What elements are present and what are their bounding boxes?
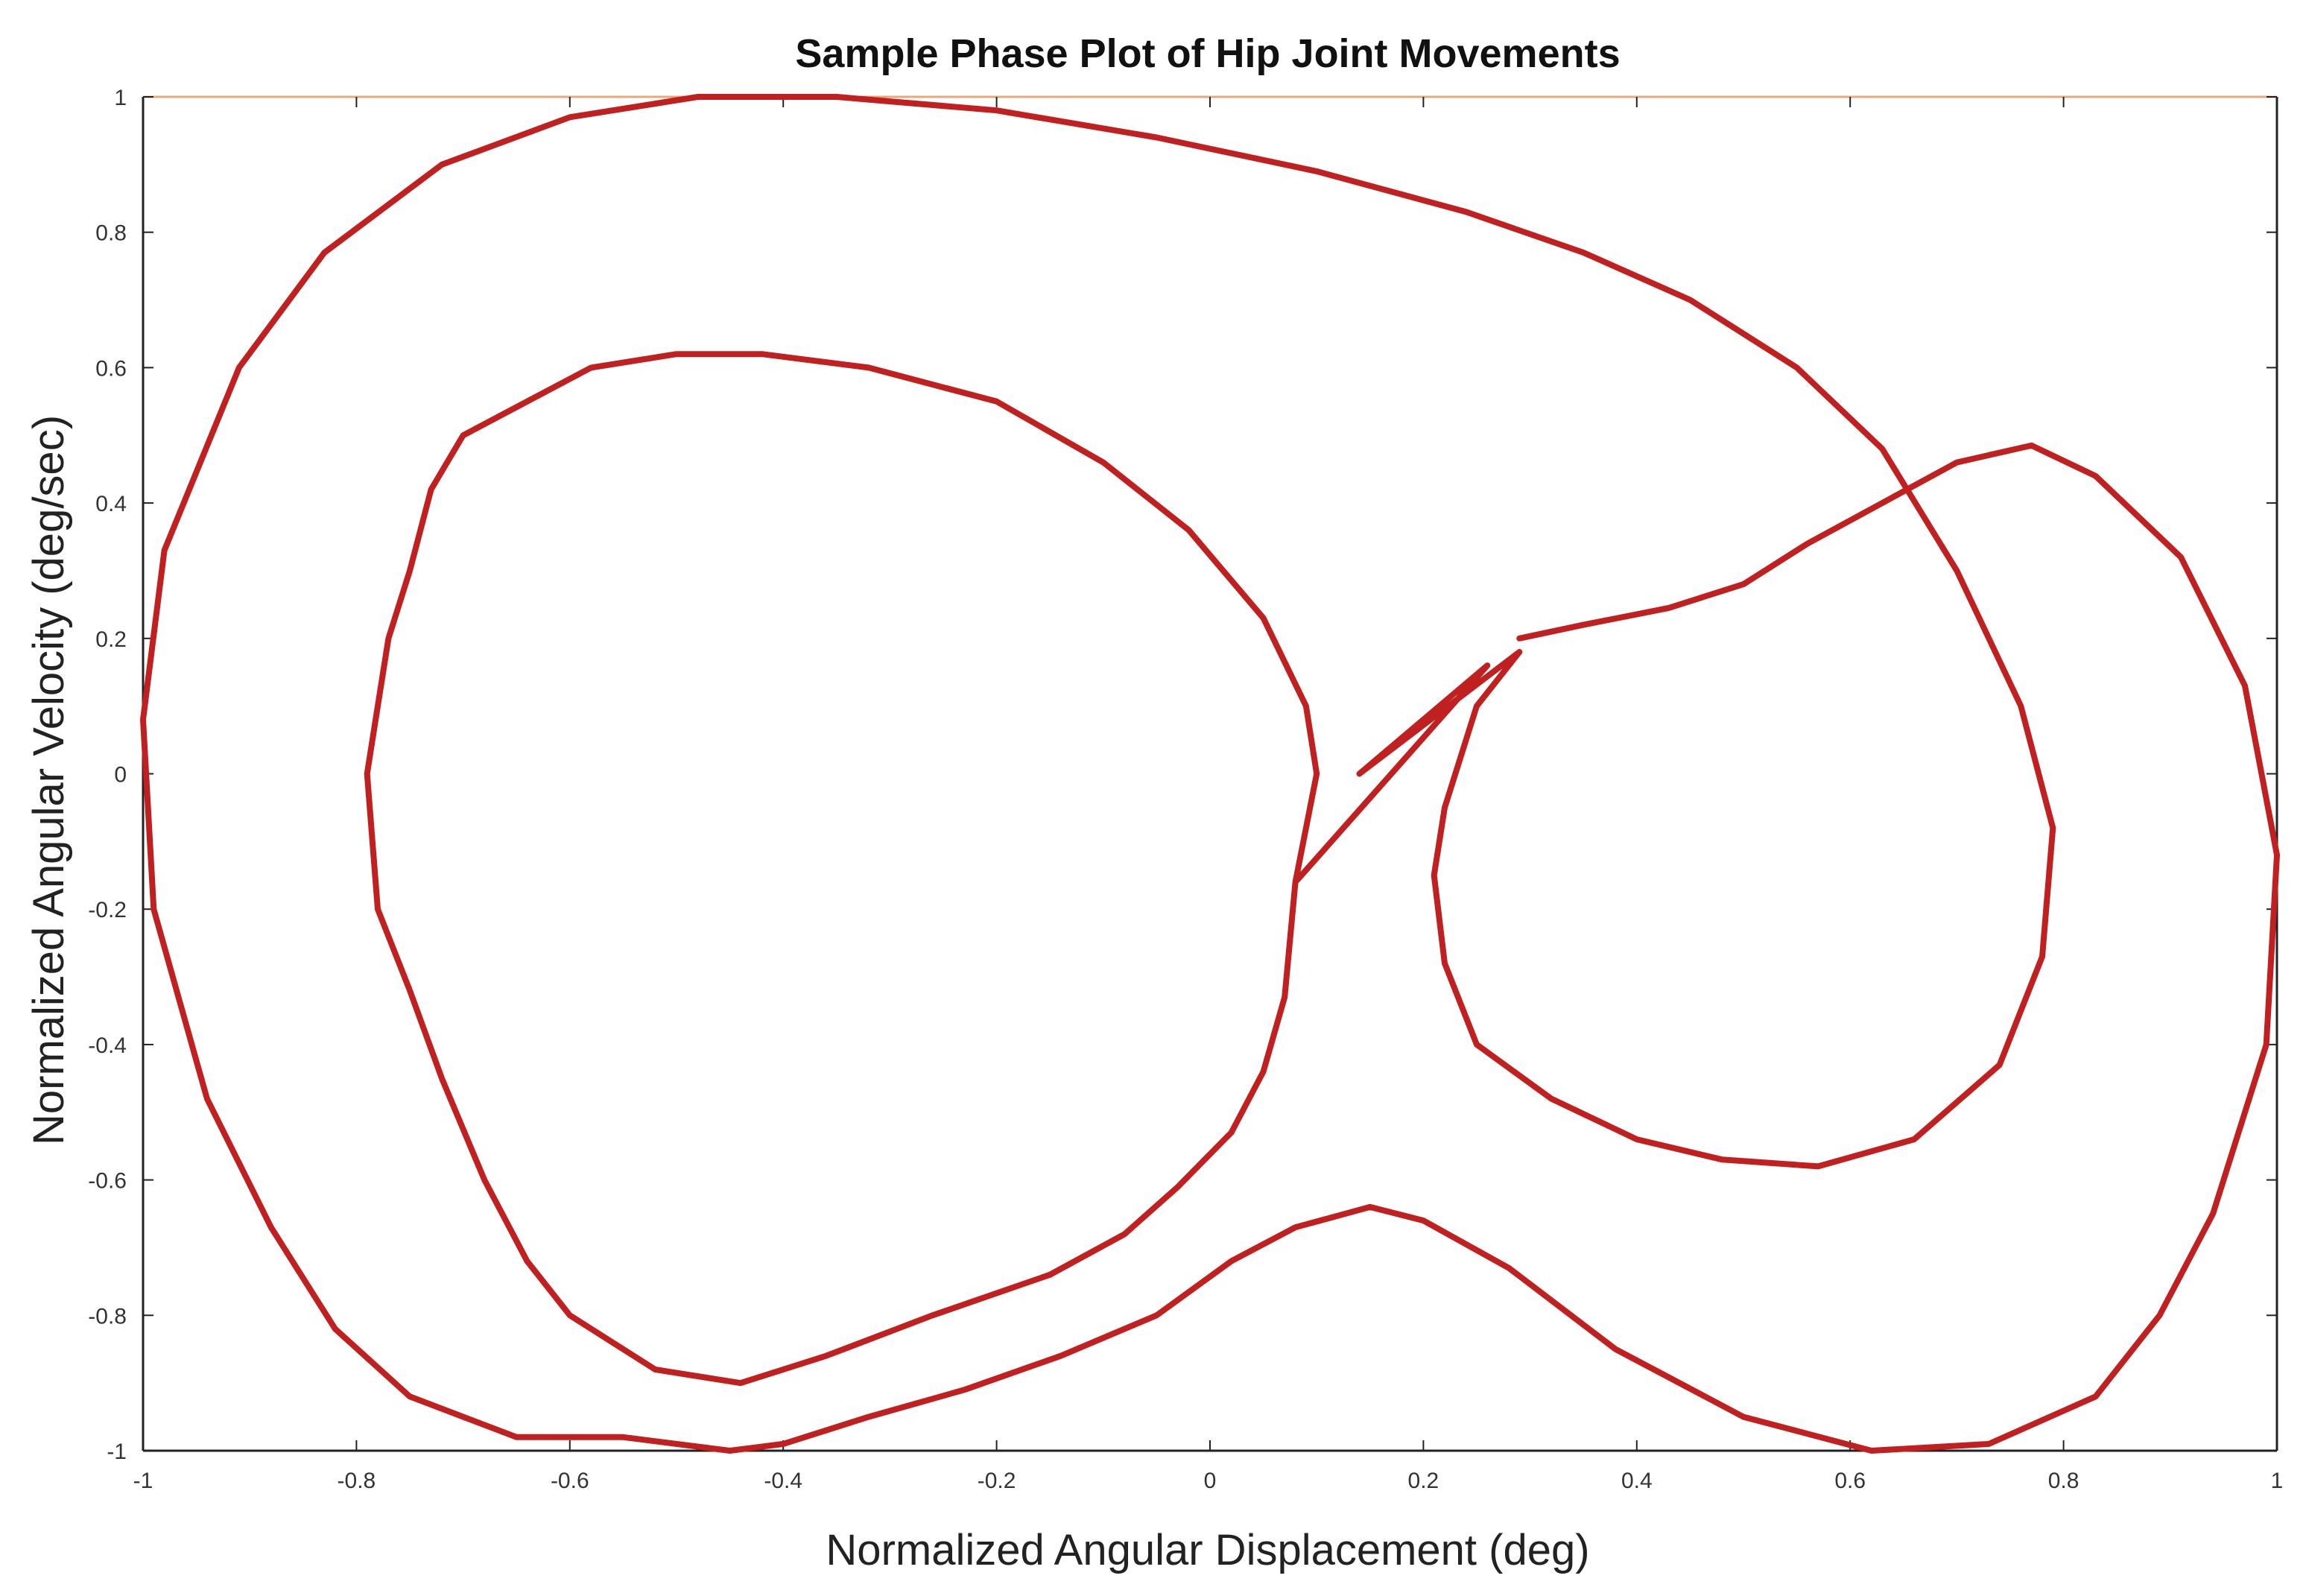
- x-tick-label: -0.6: [551, 1469, 589, 1493]
- x-tick-label: -0.4: [764, 1469, 802, 1493]
- y-tick-label: -0.6: [88, 1169, 127, 1194]
- x-tick-label: 1: [2271, 1469, 2284, 1493]
- phase-curve-layer: [140, 94, 2280, 1454]
- y-tick-label: 0.8: [95, 221, 127, 246]
- y-tick-label: -1: [107, 1440, 127, 1464]
- y-tick-label: 1: [114, 86, 127, 110]
- x-tick-label: 0.4: [1621, 1469, 1653, 1493]
- x-tick-label: -0.2: [978, 1469, 1016, 1493]
- x-tick-label: 0.6: [1834, 1469, 1866, 1493]
- y-axis-label: Normalized Angular Velocity (deg/sec): [25, 415, 73, 1145]
- y-tick-label: -0.8: [88, 1304, 127, 1329]
- y-tick-label: 0.2: [95, 627, 127, 652]
- y-tick-label: 0.6: [95, 356, 127, 381]
- x-tick-label: 0.2: [1408, 1469, 1439, 1493]
- y-axis-ticks: 1 0.8 0.6 0.4 0.2 0 -0.2 -0.4 -0.6 -0.8 -1: [88, 86, 2277, 1464]
- chart-title: Sample Phase Plot of Hip Joint Movements: [795, 31, 1620, 76]
- x-tick-label: 0.8: [2048, 1469, 2079, 1493]
- y-tick-label: -0.2: [88, 898, 127, 922]
- x-axis-label: Normalized Angular Displacement (deg): [826, 1526, 1589, 1574]
- x-tick-label: 0: [1204, 1469, 1217, 1493]
- x-tick-label: -0.8: [338, 1469, 376, 1493]
- phase-curve-line: [140, 94, 2280, 1454]
- y-tick-label: 0: [114, 763, 127, 788]
- y-tick-label: 0.4: [95, 492, 127, 516]
- x-tick-label: -1: [133, 1469, 153, 1493]
- y-tick-label: -0.4: [88, 1033, 127, 1058]
